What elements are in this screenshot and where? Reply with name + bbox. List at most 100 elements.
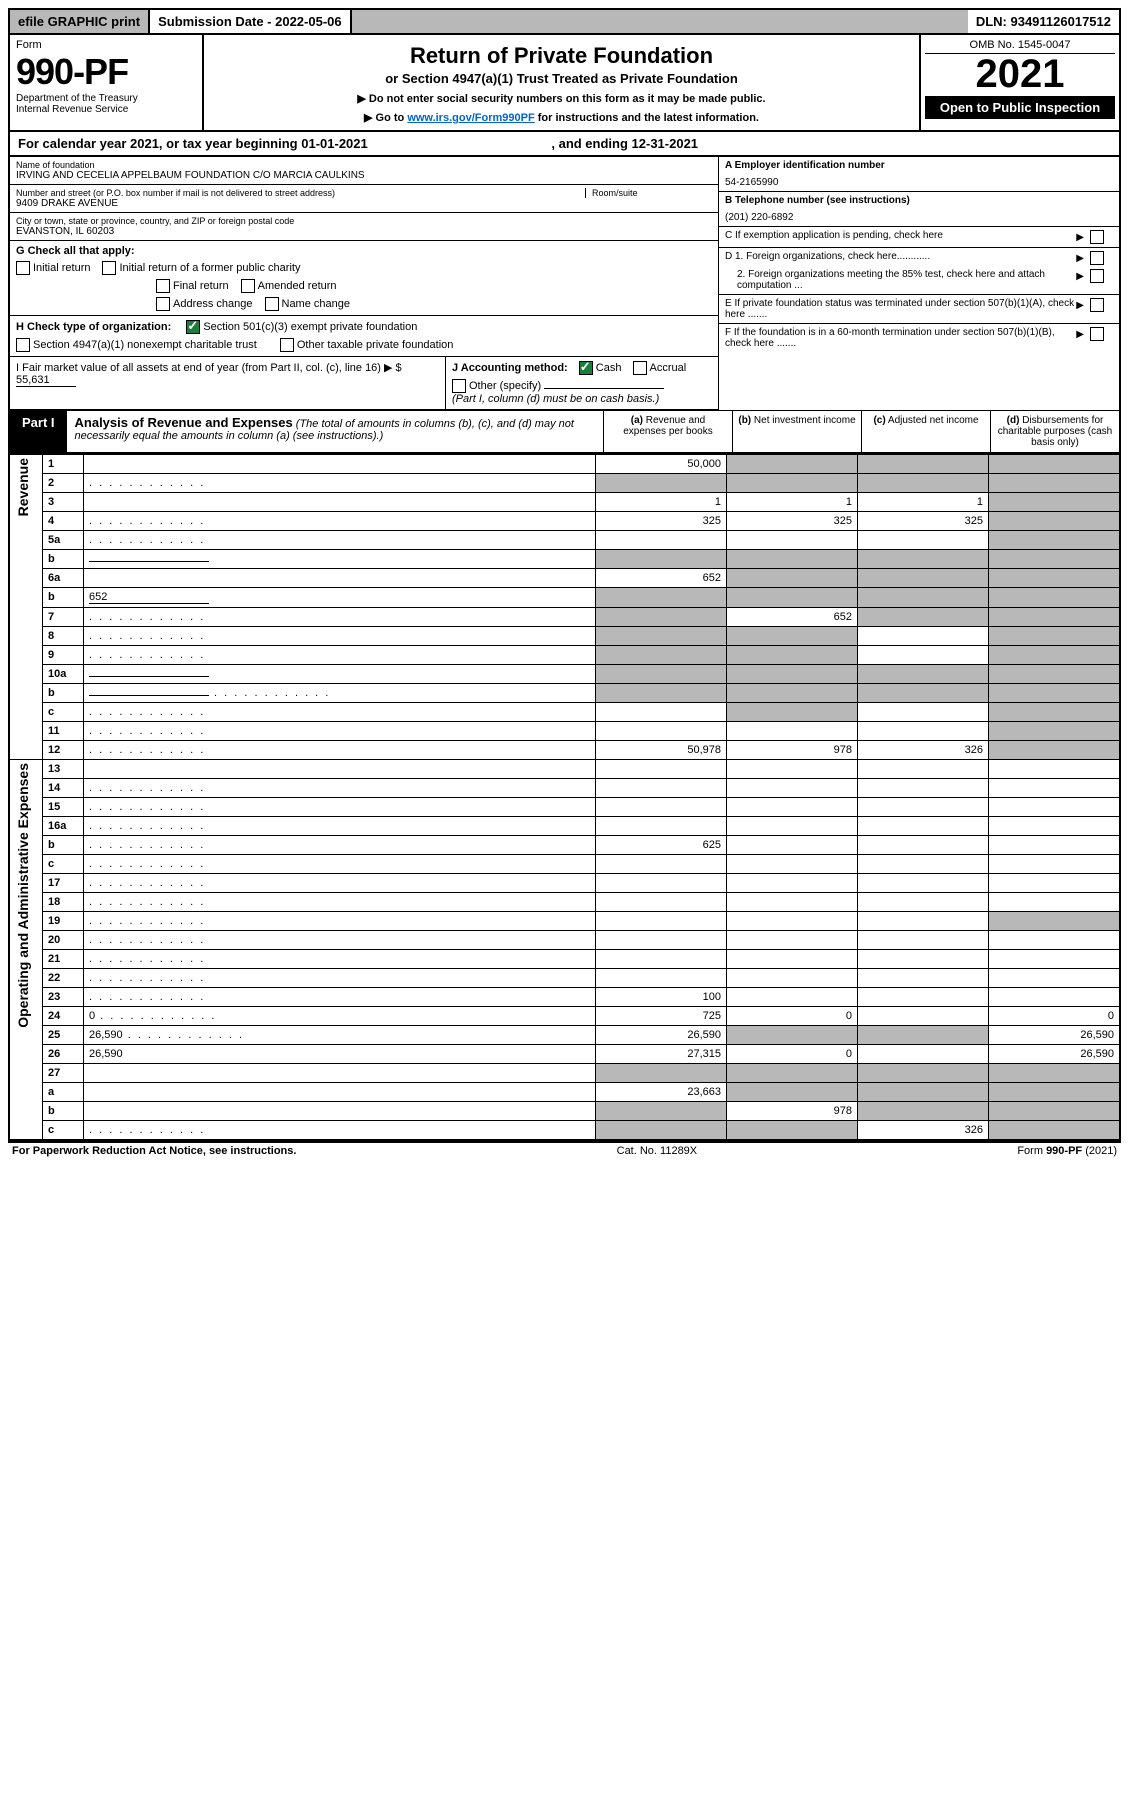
table-row: 8 <box>9 627 1120 646</box>
year-end: 12-31-2021 <box>632 136 699 151</box>
identity-left: Name of foundation IRVING AND CECELIA AP… <box>10 157 718 410</box>
opt-name-change[interactable]: Name change <box>265 297 351 311</box>
line-number: 12 <box>43 741 84 760</box>
opt-other-taxable[interactable]: Other taxable private foundation <box>280 339 454 351</box>
foundation-name-cell: Name of foundation IRVING AND CECELIA AP… <box>10 157 718 185</box>
table-row: 1250,978978326 <box>9 741 1120 760</box>
col-c-value <box>858 588 989 608</box>
line-number: b <box>43 684 84 703</box>
col-a-value <box>596 646 727 665</box>
line-number: c <box>43 1121 84 1141</box>
col-d-value <box>989 1083 1121 1102</box>
col-b-value <box>727 569 858 588</box>
line-desc <box>84 931 596 950</box>
col-b-value <box>727 627 858 646</box>
phone-cell: B Telephone number (see instructions) (2… <box>719 192 1119 227</box>
col-c-value <box>858 874 989 893</box>
checkbox-d2[interactable] <box>1090 269 1104 283</box>
submission-date: Submission Date - 2022-05-06 <box>150 10 352 33</box>
table-row: Operating and Administrative Expenses13 <box>9 760 1120 779</box>
revenue-vlabel: Revenue <box>9 455 43 760</box>
col-c-value <box>858 855 989 874</box>
col-c-value <box>858 703 989 722</box>
checkbox-e[interactable] <box>1090 298 1104 312</box>
col-b-value <box>727 893 858 912</box>
col-a-value: 725 <box>596 1007 727 1026</box>
col-a-value <box>596 665 727 684</box>
col-b-value <box>727 836 858 855</box>
footer-right: Form 990-PF (2021) <box>1017 1145 1117 1157</box>
checkbox-d1[interactable] <box>1090 251 1104 265</box>
col-c-value <box>858 988 989 1007</box>
col-c-value <box>858 950 989 969</box>
table-row: 21 <box>9 950 1120 969</box>
col-c-value <box>858 722 989 741</box>
col-c-value <box>858 836 989 855</box>
opt-other-method[interactable]: Other (specify) <box>452 380 541 392</box>
table-row: 14 <box>9 779 1120 798</box>
line-desc <box>84 893 596 912</box>
col-b-value: 652 <box>727 608 858 627</box>
col-a-value: 100 <box>596 988 727 1007</box>
ein-value: 54-2165990 <box>725 177 1113 188</box>
col-d-value <box>989 817 1121 836</box>
opt-address-change[interactable]: Address change <box>156 297 253 311</box>
col-b-value <box>727 1026 858 1045</box>
section-f: F If the foundation is in a 60-month ter… <box>719 324 1119 352</box>
dept-irs: Internal Revenue Service <box>16 104 196 115</box>
opt-initial-return[interactable]: Initial return <box>16 261 90 275</box>
col-b-value <box>727 988 858 1007</box>
line-desc <box>84 512 596 531</box>
line-number: 6a <box>43 569 84 588</box>
table-row: b625 <box>9 836 1120 855</box>
col-b-value <box>727 588 858 608</box>
col-c-value <box>858 474 989 493</box>
col-d-value: 0 <box>989 1007 1121 1026</box>
opt-final-return[interactable]: Final return <box>156 279 229 293</box>
phone-value: (201) 220-6892 <box>725 212 1113 223</box>
col-d-value <box>989 646 1121 665</box>
col-d-value <box>989 779 1121 798</box>
col-a-value: 1 <box>596 493 727 512</box>
checkbox-f[interactable] <box>1090 327 1104 341</box>
line-number: 11 <box>43 722 84 741</box>
checkbox-c[interactable] <box>1090 230 1104 244</box>
line-desc <box>84 455 596 474</box>
header-center: Return of Private Foundation or Section … <box>204 35 919 130</box>
opt-cash[interactable]: Cash <box>579 362 622 374</box>
room-suite-label: Room/suite <box>592 188 712 198</box>
irs-link[interactable]: www.irs.gov/Form990PF <box>407 112 534 124</box>
col-a-value: 652 <box>596 569 727 588</box>
form-title: Return of Private Foundation <box>210 43 913 69</box>
col-a-value <box>596 779 727 798</box>
goto-note: ▶ Go to www.irs.gov/Form990PF for instru… <box>210 111 913 124</box>
col-b-value: 0 <box>727 1007 858 1026</box>
col-c-value <box>858 912 989 931</box>
city-state-zip: EVANSTON, IL 60203 <box>16 226 712 237</box>
header-left: Form 990-PF Department of the Treasury I… <box>10 35 204 130</box>
line-number: 24 <box>43 1007 84 1026</box>
col-b-value <box>727 531 858 550</box>
header-right: OMB No. 1545-0047 2021 Open to Public In… <box>919 35 1119 130</box>
table-row: 4325325325 <box>9 512 1120 531</box>
opt-501c3[interactable]: Section 501(c)(3) exempt private foundat… <box>186 321 417 333</box>
efile-label: efile GRAPHIC print <box>10 10 150 33</box>
opt-amended-return[interactable]: Amended return <box>241 279 337 293</box>
city-cell: City or town, state or province, country… <box>10 213 718 241</box>
col-b-value <box>727 798 858 817</box>
footer-mid: Cat. No. 11289X <box>617 1145 698 1157</box>
opt-initial-former[interactable]: Initial return of a former public charit… <box>102 261 300 275</box>
line-desc <box>84 550 596 569</box>
col-c-value <box>858 969 989 988</box>
line-number: b <box>43 588 84 608</box>
line-desc <box>84 950 596 969</box>
col-b-value <box>727 1083 858 1102</box>
table-row: 16a <box>9 817 1120 836</box>
section-ij: I Fair market value of all assets at end… <box>10 357 718 410</box>
line-desc <box>84 988 596 1007</box>
opt-accrual[interactable]: Accrual <box>633 362 687 374</box>
table-row: 5a <box>9 531 1120 550</box>
opt-4947[interactable]: Section 4947(a)(1) nonexempt charitable … <box>16 339 257 351</box>
line-number: 3 <box>43 493 84 512</box>
col-a-value <box>596 893 727 912</box>
